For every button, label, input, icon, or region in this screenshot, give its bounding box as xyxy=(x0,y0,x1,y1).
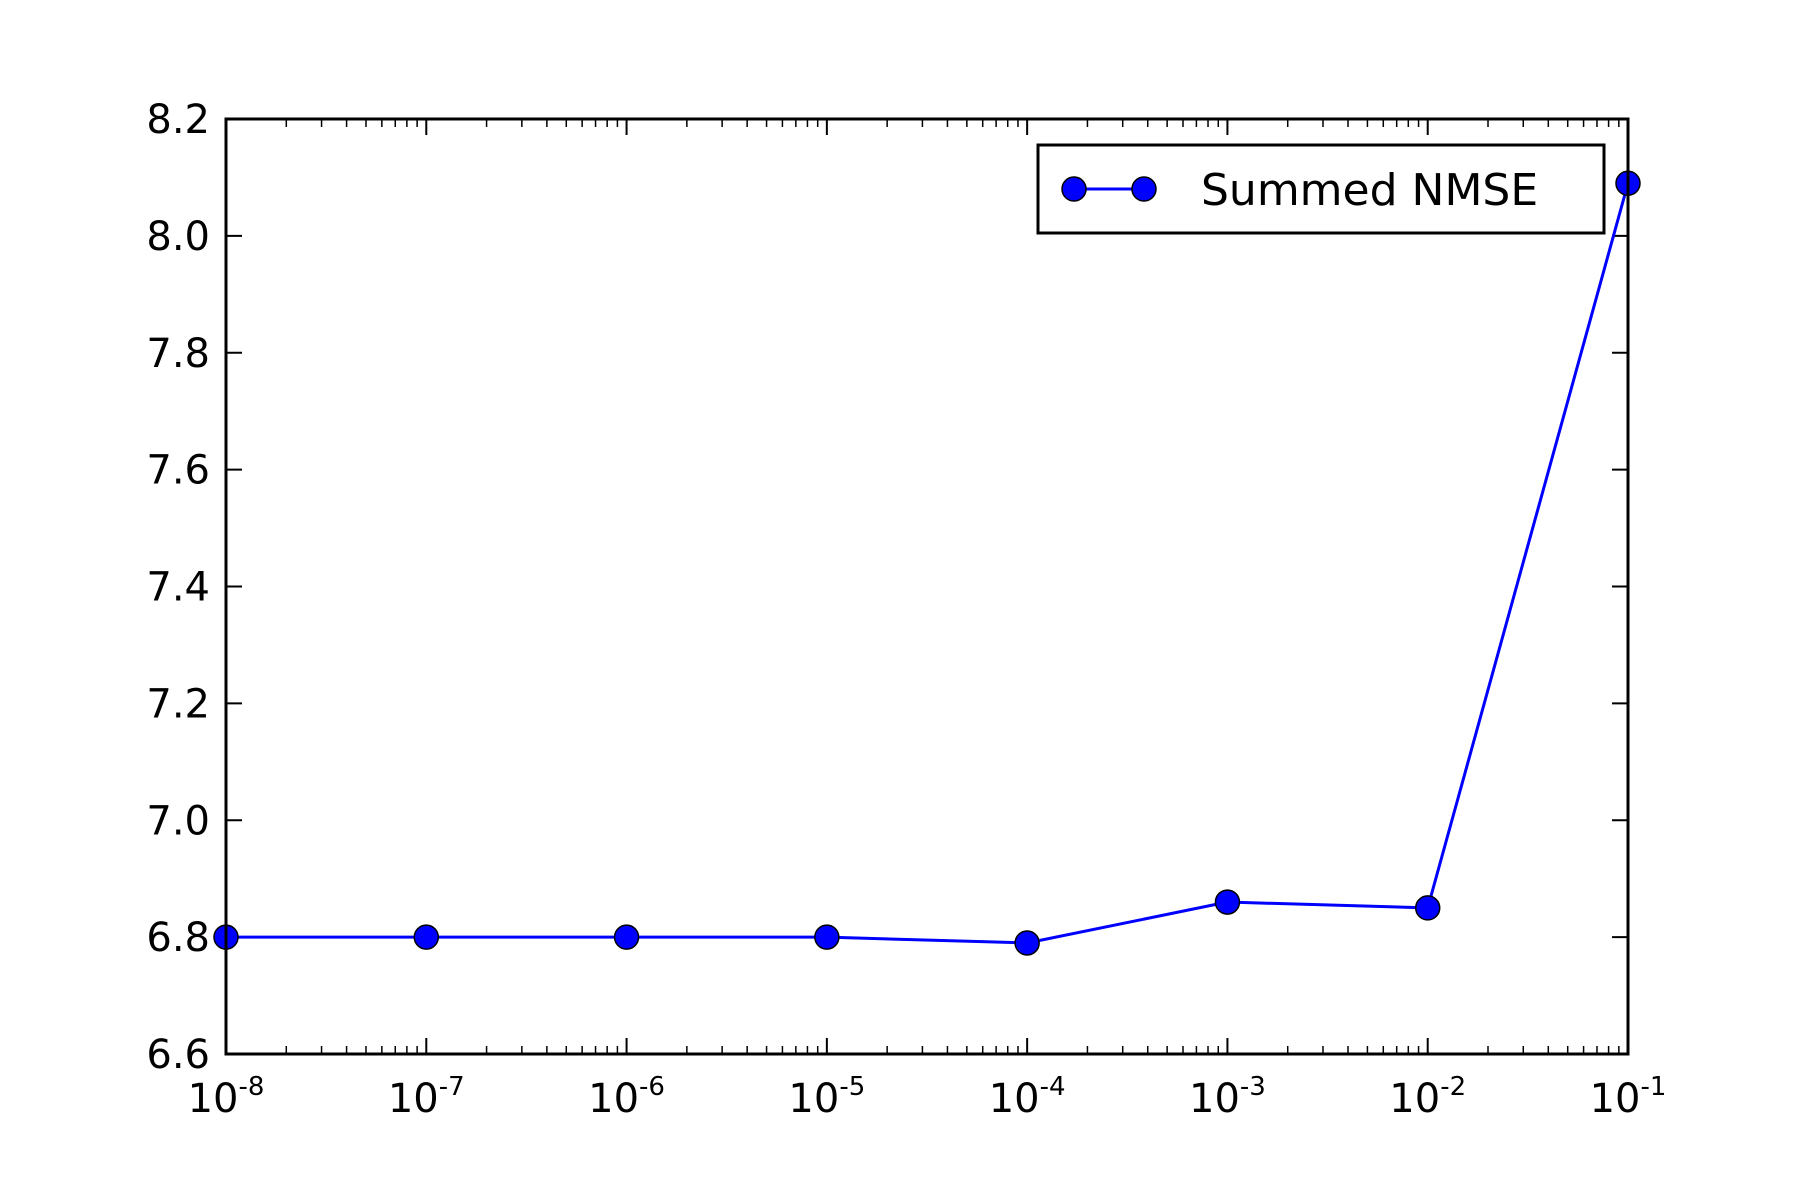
y-tick-label: 7.6 xyxy=(146,448,210,494)
x-tick-label: 10-2 xyxy=(1389,1072,1466,1122)
data-point xyxy=(814,924,840,950)
data-point xyxy=(1214,889,1241,915)
y-tick-label: 7.2 xyxy=(146,681,210,727)
y-tick-label: 7.0 xyxy=(146,798,210,844)
x-tick-label: 10-7 xyxy=(388,1072,465,1122)
axes-frame xyxy=(224,117,1630,1056)
legend-marker xyxy=(1131,176,1157,202)
data-point xyxy=(1414,895,1441,921)
series-line xyxy=(226,182,1630,945)
y-tick-label: 6.8 xyxy=(146,915,210,961)
x-tick-label: 10-6 xyxy=(588,1072,665,1122)
ticks-layer: 10-8 10-7 10-6 10-5 10-4 10-3 10-2 10-1 6.6 6.8 7.… xyxy=(146,97,1666,1122)
y-tick-label: 8.2 xyxy=(146,97,210,143)
x-tick-label: 10-1 xyxy=(1590,1072,1667,1122)
x-tick-label: 10-5 xyxy=(788,1072,865,1122)
y-tick-label: 7.4 xyxy=(146,565,210,611)
y-tick-label: 8.0 xyxy=(146,214,210,260)
y-tick-label: 6.6 xyxy=(146,1032,210,1078)
x-tick-label: 10-3 xyxy=(1189,1072,1266,1122)
series-layer xyxy=(213,170,1641,956)
y-tick-label: 7.8 xyxy=(146,331,210,377)
data-point xyxy=(413,924,440,950)
data-point xyxy=(613,924,640,950)
data-point xyxy=(1014,930,1040,956)
legend: Summed NMSE xyxy=(1036,143,1606,235)
legend-marker xyxy=(1061,176,1087,202)
x-tick-label: 10-8 xyxy=(188,1072,265,1122)
x-tick-label: 10-4 xyxy=(989,1072,1066,1122)
legend-label: Summed NMSE xyxy=(1201,165,1538,216)
